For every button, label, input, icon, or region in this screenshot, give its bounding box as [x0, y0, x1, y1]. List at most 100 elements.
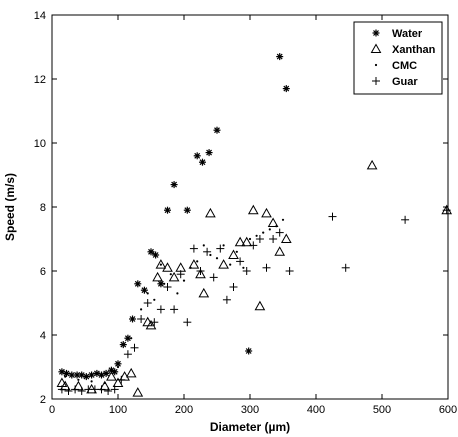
data-point-guar — [150, 318, 159, 327]
data-point-cmc — [209, 253, 212, 257]
data-point-water — [68, 371, 76, 379]
data-point-xanthan — [112, 377, 124, 387]
x-tick-label: 500 — [373, 404, 391, 416]
y-tick-label: 4 — [40, 330, 46, 342]
data-point-water — [129, 315, 137, 323]
data-point-xanthan — [198, 287, 210, 298]
data-point-water — [102, 369, 110, 377]
data-point-guar — [71, 385, 80, 394]
data-point-guar — [328, 212, 337, 221]
data-point-xanthan — [125, 367, 137, 378]
data-point-water — [147, 248, 155, 256]
x-axis-ticks: 0 100 200 300 400 500 600 — [49, 15, 457, 416]
legend-box — [353, 21, 443, 95]
data-point-guar — [110, 385, 119, 394]
data-point-xanthan — [162, 262, 173, 272]
data-point-xanthan — [274, 246, 286, 256]
data-point-xanthan — [261, 207, 272, 218]
data-point-cmc — [281, 218, 285, 221]
data-point-guar — [242, 267, 251, 275]
data-point-water — [134, 280, 142, 288]
data-point-water — [111, 368, 119, 376]
legend-marker-cmc — [374, 63, 378, 67]
data-point-cmc — [103, 381, 106, 385]
data-point-xanthan — [247, 204, 259, 215]
data-point-guar — [189, 244, 198, 253]
x-tick-label: 400 — [307, 404, 325, 416]
data-point-xanthan — [241, 236, 253, 247]
data-point-water — [140, 286, 148, 294]
data-point-water — [63, 369, 71, 377]
data-point-xanthan — [155, 259, 167, 269]
legend-label-xanthan: Xanthan — [392, 44, 436, 56]
data-point-guar — [97, 385, 106, 394]
data-point-guar — [285, 267, 294, 275]
data-point-guar — [275, 228, 284, 237]
data-point-cmc — [146, 292, 149, 295]
data-point-water — [183, 206, 191, 214]
data-point-cmc — [153, 298, 156, 301]
series-water — [58, 53, 290, 381]
data-point-xanthan — [218, 259, 229, 269]
data-point-guar — [196, 267, 205, 275]
data-point-xanthan — [205, 207, 216, 218]
data-point-cmc — [275, 225, 278, 228]
data-point-guar — [156, 305, 165, 314]
data-point-xanthan — [188, 259, 200, 269]
data-point-cmc — [222, 244, 225, 247]
data-point-cmc — [262, 231, 265, 234]
data-point-xanthan — [280, 233, 292, 243]
data-point-cmc — [202, 244, 205, 247]
data-point-xanthan — [152, 271, 163, 282]
y-tick-label: 10 — [34, 138, 46, 150]
series-guar — [57, 206, 451, 395]
data-point-guar — [222, 295, 231, 304]
y-axis-label: Speed (m/s) — [3, 173, 17, 241]
y-tick-label: 8 — [40, 202, 46, 214]
data-point-cmc — [235, 250, 238, 253]
data-point-xanthan — [132, 387, 144, 397]
data-point-xanthan — [145, 319, 157, 330]
x-axis-label: Diameter (µm) — [210, 420, 290, 434]
data-point-cmc — [64, 375, 67, 378]
legend-marker-xanthan — [370, 43, 382, 53]
data-point-guar — [203, 247, 212, 256]
data-point-guar — [104, 387, 113, 395]
data-point-guar — [229, 283, 238, 291]
data-point-cmc — [229, 263, 232, 266]
data-point-cmc — [77, 378, 80, 381]
legend-label-guar: Guar — [392, 76, 418, 88]
data-point-water — [78, 371, 86, 379]
data-point-cmc — [248, 237, 252, 241]
data-point-xanthan — [228, 249, 239, 259]
data-point-guar — [442, 206, 451, 215]
data-point-guar — [137, 315, 146, 323]
x-tick-label: 300 — [241, 404, 259, 416]
data-point-water — [152, 251, 160, 259]
data-point-guar — [130, 343, 139, 352]
data-point-xanthan — [267, 217, 279, 227]
data-point-cmc — [255, 234, 258, 237]
data-point-cmc — [189, 266, 192, 269]
data-point-xanthan — [195, 268, 206, 279]
x-tick-label: 0 — [49, 404, 55, 416]
data-point-cmc — [163, 282, 166, 285]
y-axis-ticks: 2 4 6 8 10 12 14 — [34, 10, 448, 406]
data-point-water — [193, 152, 201, 160]
data-point-cmc — [182, 279, 186, 282]
data-point-cmc — [268, 228, 271, 231]
y-tick-label: 2 — [40, 394, 46, 406]
data-point-cmc — [159, 263, 162, 266]
data-point-guar — [216, 244, 225, 253]
data-point-guar — [123, 350, 132, 359]
series-cmc — [64, 218, 285, 385]
data-point-water — [164, 206, 171, 214]
y-tick-label: 12 — [34, 74, 46, 86]
data-point-water — [170, 181, 178, 189]
data-point-guar — [249, 241, 258, 250]
data-point-water — [82, 373, 90, 381]
data-point-water — [198, 158, 206, 166]
data-point-cmc — [116, 365, 120, 369]
data-point-xanthan — [254, 300, 266, 311]
